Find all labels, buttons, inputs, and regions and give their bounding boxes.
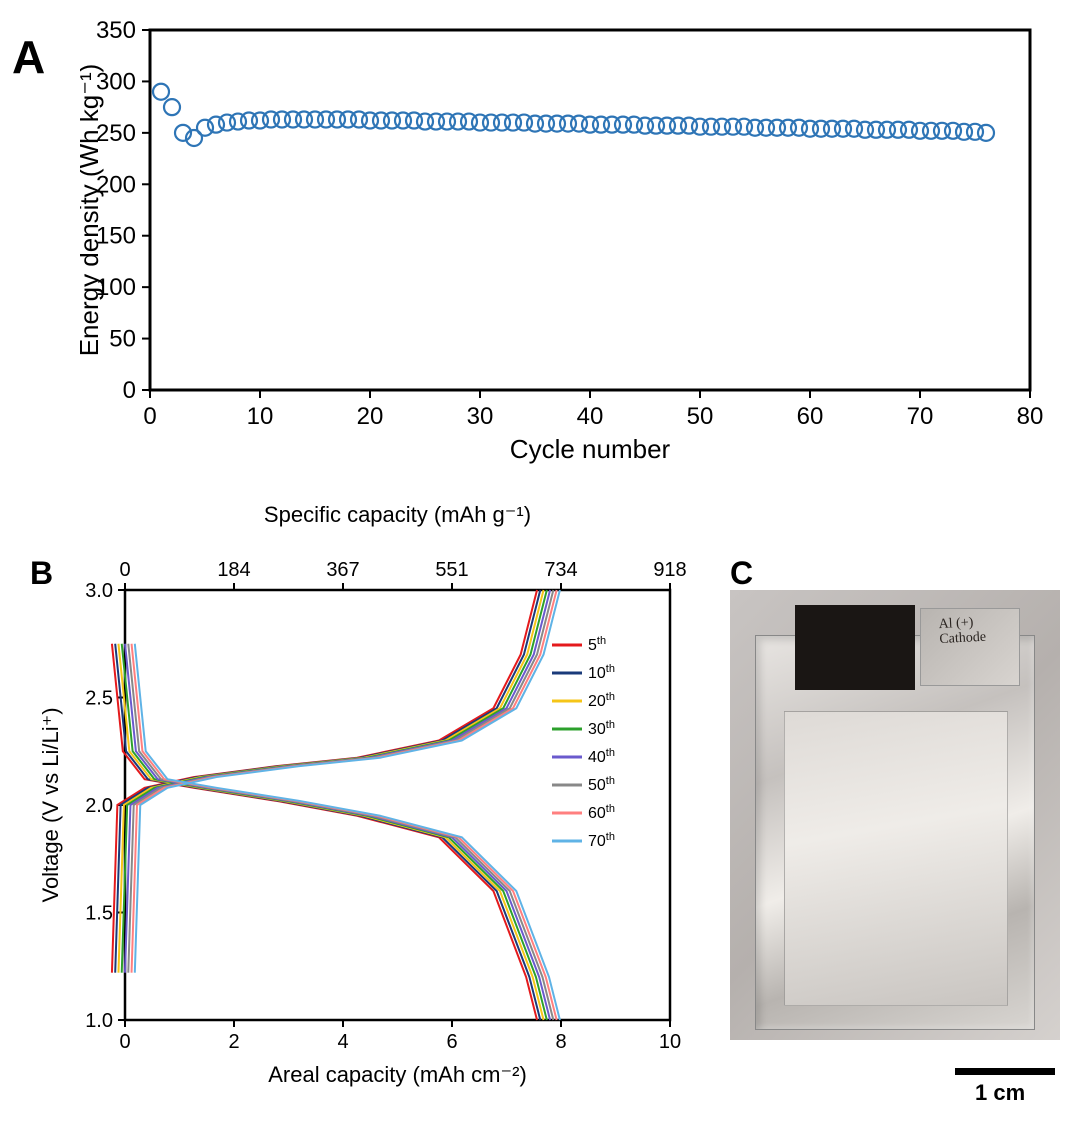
svg-text:2.0: 2.0	[85, 795, 113, 817]
svg-text:2.5: 2.5	[85, 688, 113, 710]
svg-text:10: 10	[659, 1031, 681, 1053]
pouch-tab-positive: Al (+) Cathode	[920, 608, 1020, 686]
svg-text:1.5: 1.5	[85, 903, 113, 925]
svg-text:80: 80	[1017, 403, 1044, 430]
pouch-tab-negative	[795, 605, 915, 690]
svg-text:367: 367	[326, 559, 359, 581]
svg-text:Specific capacity (mAh g⁻¹): Specific capacity (mAh g⁻¹)	[264, 502, 531, 527]
svg-text:918: 918	[653, 559, 686, 581]
svg-text:3.0: 3.0	[85, 580, 113, 602]
panel-b-chart: 1.0 1.5 2.0 2.5 3.0 0 2 4 6 8 10 0 184 367 551 734 918 Ar…	[30, 500, 690, 1100]
svg-text:4: 4	[337, 1031, 348, 1053]
svg-text:6: 6	[446, 1031, 457, 1053]
scalebar	[955, 1068, 1055, 1075]
svg-text:734: 734	[544, 559, 577, 581]
svg-text:Voltage (V vs Li/Li⁺): Voltage (V vs Li/Li⁺)	[38, 707, 63, 902]
svg-text:70: 70	[907, 403, 934, 430]
svg-text:40: 40	[577, 403, 604, 430]
panel-a-chart: 05010015020025030035001020304050607080Cy…	[80, 10, 1050, 470]
panel-c-photo: Al (+) Cathode	[730, 590, 1060, 1040]
panel-a-label: A	[12, 30, 45, 84]
svg-text:0: 0	[143, 403, 156, 430]
svg-text:184: 184	[217, 559, 250, 581]
panel-c-label: C	[730, 555, 753, 592]
svg-text:0: 0	[123, 377, 136, 404]
svg-text:551: 551	[435, 559, 468, 581]
svg-text:50: 50	[687, 403, 714, 430]
svg-text:Areal capacity (mAh cm⁻²): Areal capacity (mAh cm⁻²)	[268, 1062, 527, 1087]
svg-text:8: 8	[555, 1031, 566, 1053]
panel-a-svg: 05010015020025030035001020304050607080Cy…	[80, 10, 1050, 470]
svg-text:20: 20	[357, 403, 384, 430]
svg-text:Energy density (Wh kg⁻¹): Energy density (Wh kg⁻¹)	[80, 64, 104, 357]
svg-text:50: 50	[109, 326, 136, 353]
svg-text:60: 60	[797, 403, 824, 430]
svg-text:0: 0	[119, 1031, 130, 1053]
svg-text:0: 0	[119, 559, 130, 581]
svg-text:Cycle number: Cycle number	[510, 434, 671, 464]
panel-b-svg: 1.0 1.5 2.0 2.5 3.0 0 2 4 6 8 10 0 184 367 551 734 918 Ar…	[30, 500, 690, 1100]
scalebar-label: 1 cm	[975, 1080, 1025, 1106]
svg-text:30: 30	[467, 403, 494, 430]
svg-text:10: 10	[247, 403, 274, 430]
svg-text:350: 350	[96, 17, 136, 44]
svg-text:1.0: 1.0	[85, 1010, 113, 1032]
tab-handwriting: Al (+) Cathode	[938, 613, 1020, 648]
pouch-cell	[755, 635, 1035, 1030]
pouch-inner	[784, 711, 1008, 1006]
svg-text:2: 2	[228, 1031, 239, 1053]
